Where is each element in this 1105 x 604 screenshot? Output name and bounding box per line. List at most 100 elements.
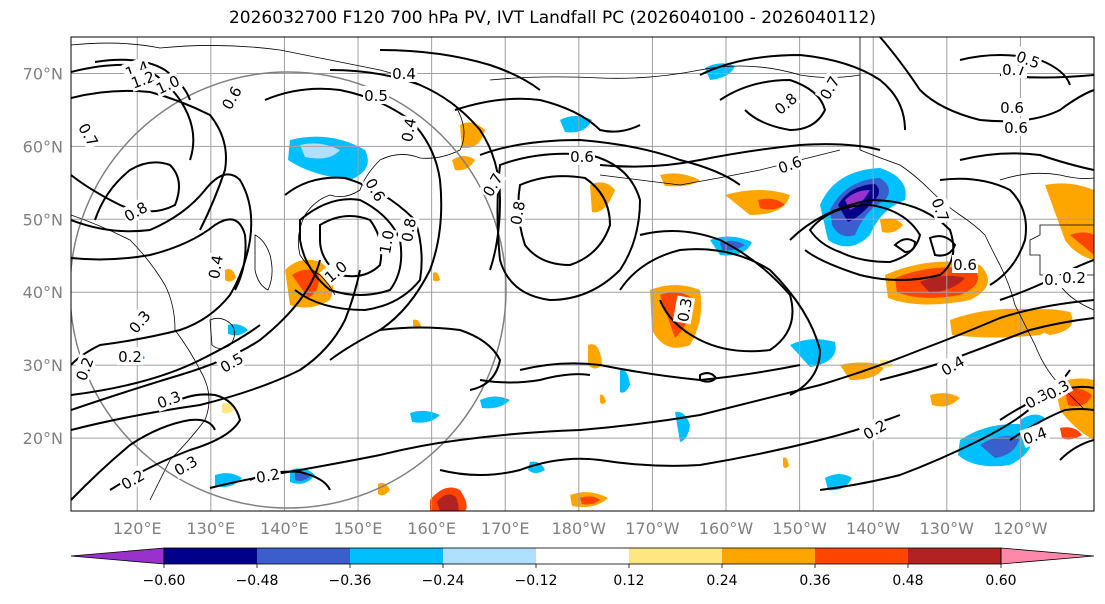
contour-label-bg [391,64,417,82]
contour-label: 0.8 [507,200,529,227]
longitude-label: 130°W [920,519,975,538]
colorbar-bin [908,548,1002,564]
contour-label-bg [117,347,143,365]
longitude-label: 180°W [552,519,607,538]
longitude-label: 150°E [334,519,383,538]
contour-label-bg [505,198,529,228]
contour-label: 0.2 [118,348,142,366]
latitude-label: 70°N [23,64,63,83]
longitude-label: 140°W [846,519,901,538]
longitude-label: 170°E [481,519,530,538]
colorbar-tick-label: 0.48 [892,573,923,589]
contour-label-bg [74,118,104,151]
latitude-label: 60°N [23,137,63,156]
colorbar-extend-low [70,547,165,565]
colorbar-frame [163,547,1002,565]
latitude-labels: 70°N 60°N 50°N 40°N 30°N 20°N [23,64,63,448]
contour-label-bg [127,66,158,92]
colorbar-tick-label: −0.36 [329,573,372,589]
colorbar-bin [815,548,909,564]
colorbar-extend-high [1000,547,1095,565]
latitude-label: 30°N [23,356,63,375]
contour-label-bg [169,450,202,480]
contour-label: 0.4 [392,65,416,83]
contour-label-bg [1019,422,1050,448]
contour-label: 0.5 [364,87,388,105]
colorbar-bin [629,548,723,564]
colorbar-tick-label: −0.12 [515,573,558,589]
contour-label-bg [769,87,802,119]
contour-label-bg [774,151,805,177]
contour-label: 0.2 [255,465,282,487]
contour-label: 0.6 [570,148,594,166]
map-title: 2026032700 F120 700 hPa PV, IVT Landfall… [228,8,876,28]
colorbar-tick-label: 0.12 [613,573,644,589]
map-frame [70,36,1095,512]
contour-label: 0.2 [1062,269,1086,287]
contour-label-bg [936,350,969,380]
contour-label-bg [672,295,696,325]
contour-label: 0.4 [398,117,420,144]
longitude-label: 160°W [699,519,754,538]
latitude-label: 20°N [23,429,63,448]
contour-labels: 1.41.21.0 0.60.40.50.71.0 0.80.40.60.6 0.60… [71,46,1087,494]
longitude-label: 170°W [625,519,680,538]
contour-label: 0.4 [205,254,227,281]
colorbar-tick-label: 0.24 [706,573,737,589]
contour-label-bg [1041,374,1074,404]
colorbar-bin [257,548,351,564]
contour-label-bg [1013,46,1044,72]
contour-label: 1.0 [376,229,398,256]
colorbar-bin [164,548,258,564]
colorbar: −0.60 −0.48 −0.36 −0.24 −0.12 0.12 0.24 0.36 0.4… [70,547,1095,589]
contour-label-bg [999,98,1025,116]
contour-label-bg [928,194,954,225]
contour-label-bg [374,227,398,257]
map-plot-area: 1.41.21.0 0.60.40.50.71.0 0.80.40.60.6 0.60… [71,37,1094,511]
contour-label-bg [203,252,227,282]
longitude-label: 140°E [260,519,309,538]
contour-label-bg [858,414,891,444]
contour-label-bg [123,305,155,338]
longitude-label: 120°E [113,519,162,538]
contour-label-bg [216,81,246,114]
contour-label-bg [361,173,391,206]
contour-label: 0.8 [398,217,420,244]
contour-label-bg [253,463,283,487]
contour-label-bg [396,115,420,145]
contour-label: 0.6 [953,256,977,274]
latitude-label: 50°N [23,210,63,229]
contour-label-bg [569,147,595,165]
longitude-labels: 120°E 130°E 140°E 150°E 160°E 170°E 180°W 170°W… [113,519,1048,538]
longitude-label: 160°E [407,519,456,538]
contour-label-bg [119,196,152,226]
contour-label-bg [319,255,352,287]
pv-contours [71,37,1094,501]
colorbar-bin [536,548,630,564]
contour-label-bg [215,347,248,377]
contour-label-bg [396,215,420,245]
contour-label-bg [71,353,97,384]
contour-label-bg [952,255,978,273]
longitude-label: 130°E [187,519,236,538]
latitude-label: 40°N [23,283,63,302]
colorbar-bin [350,548,444,564]
contour-label-bg [1061,268,1087,286]
colorbar-tick-label: −0.60 [143,573,186,589]
longitude-label: 120°W [993,519,1048,538]
colorbar-bin [443,548,537,564]
colorbar-tick-label: 0.36 [799,573,830,589]
colorbar-tick-label: −0.24 [422,573,465,589]
contour-label-bg [151,70,184,98]
colorbar-tick-label: −0.48 [236,573,279,589]
contour-label: 0.6 [1004,119,1028,137]
colorbar-tick-label: 0.60 [985,573,1016,589]
contour-label-bg [1003,118,1029,136]
contour-label-bg [116,464,149,494]
landfall-radius-circle [71,71,507,509]
contour-label-bg [814,71,844,104]
contour-label-bg [477,168,507,201]
contour-label-bg [153,386,184,412]
contour-label: 0.3 [674,297,696,324]
